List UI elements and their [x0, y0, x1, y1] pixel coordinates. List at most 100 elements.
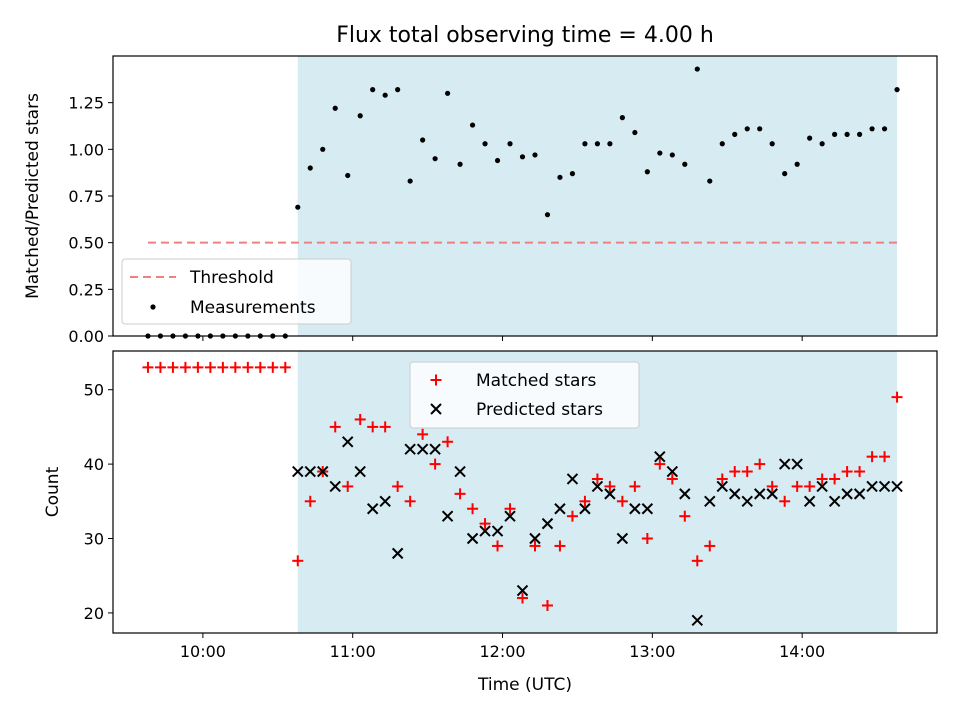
measurement-point	[557, 174, 563, 180]
predicted-point	[828, 495, 841, 508]
predicted-point-b	[491, 525, 504, 537]
top-ytick-label-2: 0.50	[68, 234, 104, 253]
predicted-point	[604, 488, 616, 500]
measurement-point	[669, 152, 675, 158]
predicted-point	[354, 465, 366, 478]
predicted-point	[441, 510, 454, 522]
predicted-point-b	[354, 465, 366, 478]
matched-point	[891, 391, 903, 403]
measurement-point	[744, 126, 750, 132]
predicted-point-b	[466, 532, 479, 545]
predicted-legend-marker-b	[430, 403, 442, 415]
predicted-point	[342, 436, 354, 448]
matched-point	[716, 473, 728, 485]
measurement-point	[345, 172, 351, 179]
bottom-axes-frame	[112, 350, 938, 634]
measurement-point	[644, 169, 650, 175]
bottom-legend: Matched stars Predicted stars	[409, 361, 640, 429]
matched-point	[579, 495, 591, 507]
predicted-point	[554, 503, 566, 515]
predicted-point	[304, 465, 316, 478]
measurement-point	[407, 178, 413, 184]
top-ytick-label-4: 1.00	[68, 140, 104, 159]
predicted-point-b	[591, 480, 604, 493]
matched-point	[254, 361, 266, 373]
measurement-point	[894, 87, 900, 93]
measurement-point	[370, 87, 376, 93]
matched-point	[854, 466, 866, 478]
measurement-point	[532, 152, 538, 158]
predicted-point	[716, 480, 728, 493]
measurement-point	[569, 171, 576, 177]
predicted-point	[404, 443, 416, 455]
predicted-point-b	[629, 503, 641, 515]
predicted-point	[429, 443, 441, 455]
predicted-point	[579, 503, 591, 515]
predicted-point-b	[441, 510, 454, 522]
measurement-point	[444, 90, 451, 96]
matched-point	[354, 413, 366, 425]
predicted-point-b	[853, 488, 866, 500]
chart-title: Flux total observing time = 4.00 h	[336, 23, 714, 48]
matched-point	[616, 495, 628, 507]
measurement-point	[607, 141, 613, 147]
matched-point	[841, 466, 853, 478]
matched-point	[866, 451, 878, 463]
predicted-point	[516, 584, 529, 597]
predicted-point-b	[292, 465, 304, 478]
matched-point	[454, 488, 466, 500]
matched-point	[566, 510, 578, 522]
matched-point	[504, 503, 516, 515]
predicted-point-b	[741, 495, 753, 508]
measurement-point	[694, 66, 700, 72]
matched-point	[329, 421, 341, 433]
measurements-legend-label: Measurements	[190, 298, 316, 318]
threshold-legend-label: Threshold	[189, 268, 274, 288]
measurements-legend-swatch	[150, 304, 156, 310]
predicted-point	[292, 465, 304, 478]
matched-legend-marker	[430, 374, 442, 386]
predicted-point	[416, 443, 429, 455]
matched-point	[629, 480, 641, 492]
predicted-point-b	[404, 443, 416, 455]
predicted-point	[679, 488, 691, 500]
predicted-point	[729, 488, 741, 500]
predicted-point	[754, 488, 766, 500]
measurement-point	[707, 178, 713, 184]
matched-point	[741, 466, 753, 478]
matched-point	[517, 592, 529, 604]
predicted-point-b	[554, 503, 566, 515]
matched-point	[591, 473, 603, 485]
measurement-point	[632, 129, 638, 136]
measurement-point	[582, 141, 588, 147]
matched-point	[304, 495, 316, 507]
x-axis-label: Time (UTC)	[477, 675, 572, 695]
predicted-point-b	[429, 443, 441, 455]
matched-point	[192, 361, 204, 373]
predicted-point-b	[666, 465, 679, 478]
measurement-point	[769, 141, 775, 147]
matched-point	[879, 451, 891, 463]
matched-point	[641, 533, 653, 545]
matched-legend-swatch	[430, 374, 442, 386]
predicted-point-b	[541, 517, 554, 530]
matched-point	[704, 540, 716, 552]
predicted-point	[329, 480, 341, 493]
bot-ytick-label-0: 20	[84, 604, 104, 623]
predicted-point	[391, 547, 404, 560]
bot-xtick-label-1: 11:00	[330, 642, 376, 661]
predicted-point-b	[729, 488, 741, 500]
measurement-point	[420, 137, 426, 143]
predicted-point	[366, 503, 379, 515]
predicted-point-b	[416, 443, 429, 455]
matched-point	[816, 473, 828, 485]
measurement-point	[794, 161, 800, 167]
matched-point	[154, 361, 166, 373]
predicted-point-b	[816, 480, 828, 493]
measurement-point	[819, 141, 825, 147]
bottom-legend-box	[409, 361, 640, 429]
matched-legend-label: Matched stars	[476, 371, 596, 391]
measurement-point	[494, 157, 501, 164]
predicted-point	[704, 495, 716, 508]
matched-point	[691, 555, 703, 567]
